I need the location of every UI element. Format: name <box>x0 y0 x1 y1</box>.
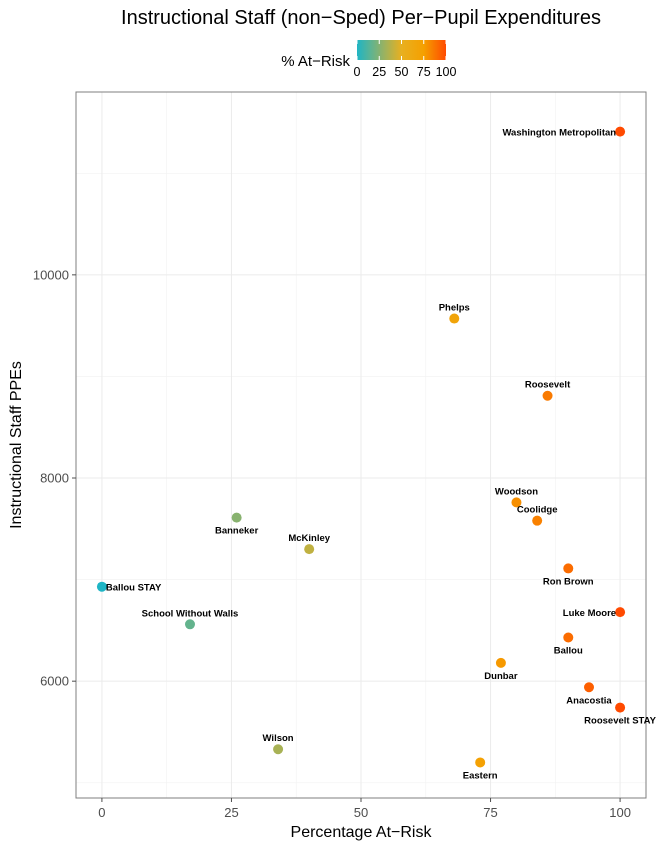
legend-ticks: 0 25 50 75 100 <box>354 40 457 79</box>
x-tick-label: 75 <box>483 805 497 820</box>
x-tick-label: 25 <box>224 805 238 820</box>
major-gridlines <box>76 92 646 798</box>
legend-title: % At−Risk <box>281 53 350 70</box>
legend-tick-label: 50 <box>395 65 409 79</box>
data-point <box>273 744 284 755</box>
data-point-label: Banneker <box>215 526 259 537</box>
data-point-label: Anacostia <box>566 695 612 706</box>
legend-color-bar <box>357 40 446 60</box>
data-point-label: Dunbar <box>484 671 518 682</box>
y-axis: 6000 8000 10000 <box>33 267 76 689</box>
y-tick-label: 8000 <box>40 471 69 486</box>
x-axis: 0 25 50 75 100 <box>98 798 631 820</box>
data-point-label: Ballou STAY <box>106 583 162 594</box>
data-point-label: Wilson <box>263 733 294 744</box>
legend-tick-label: 100 <box>436 65 457 79</box>
data-point-label: Woodson <box>495 486 538 497</box>
x-tick-label: 50 <box>354 805 368 820</box>
data-point <box>563 563 574 574</box>
x-tick-label: 0 <box>98 805 105 820</box>
data-point <box>449 313 460 324</box>
data-point-label: Coolidge <box>517 505 558 516</box>
data-point-label: Eastern <box>463 770 498 781</box>
chart-title: Instructional Staff (non−Sped) Per−Pupil… <box>121 7 601 29</box>
data-point <box>615 607 626 618</box>
legend-tick-label: 0 <box>354 65 361 79</box>
data-point <box>475 757 486 768</box>
data-point <box>532 515 543 526</box>
data-labels: Washington Metropolitan Phelps Roosevelt Wo… <box>106 128 656 782</box>
x-axis-title: Percentage At−Risk <box>291 824 433 841</box>
y-tick-label: 10000 <box>33 267 69 282</box>
data-point-label: Ron Brown <box>543 576 594 587</box>
data-point <box>304 544 315 555</box>
data-point-label: Roosevelt <box>525 380 571 391</box>
data-point-label: Washington Metropolitan <box>502 128 616 139</box>
data-point-label: Luke Moore <box>563 608 616 619</box>
data-point <box>96 581 107 592</box>
data-points <box>96 126 626 768</box>
data-point-label: Ballou <box>554 645 583 656</box>
data-point <box>231 512 242 523</box>
data-point <box>615 126 626 137</box>
data-point <box>511 497 522 508</box>
x-tick-label: 100 <box>609 805 631 820</box>
y-tick-label: 6000 <box>40 674 69 689</box>
data-point-label: Roosevelt STAY <box>584 716 656 727</box>
data-point-label: School Without Walls <box>142 608 239 619</box>
data-point <box>584 682 594 693</box>
data-point <box>542 390 553 401</box>
color-legend: % At−Risk 0 25 50 75 100 <box>281 40 456 79</box>
data-point <box>495 657 506 668</box>
legend-tick-label: 25 <box>372 65 386 79</box>
y-axis-title: Instructional Staff PPEs <box>8 361 25 529</box>
data-point <box>615 702 626 713</box>
data-point-label: McKinley <box>288 533 330 544</box>
data-point <box>185 619 195 630</box>
data-point-label: Phelps <box>439 303 470 314</box>
legend-tick-label: 75 <box>417 65 431 79</box>
data-point <box>563 632 574 643</box>
